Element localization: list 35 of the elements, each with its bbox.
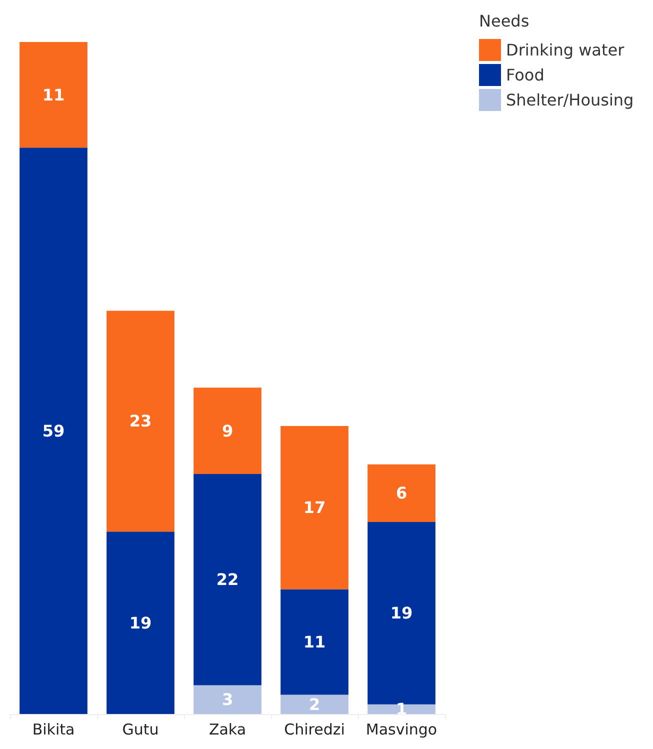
bar — [106, 310, 174, 532]
data-label: 6 — [396, 484, 408, 503]
data-label: 23 — [129, 412, 152, 431]
legend-label: Food — [506, 66, 544, 84]
data-label: 11 — [303, 632, 326, 652]
data-label: 19 — [390, 604, 413, 623]
data-label: 11 — [42, 85, 65, 104]
data-label: 9 — [222, 421, 234, 440]
legend-title: Needs — [479, 12, 530, 30]
data-label: 1 — [396, 700, 408, 719]
data-label: 59 — [42, 421, 65, 440]
bar — [280, 589, 348, 695]
bar — [194, 685, 262, 714]
x-tick-label: Gutu — [122, 720, 159, 738]
data-label: 22 — [216, 570, 239, 590]
bar — [280, 426, 348, 590]
bar — [368, 464, 436, 522]
bar — [20, 148, 88, 714]
bar — [20, 42, 88, 148]
bar — [194, 388, 262, 474]
data-label: 2 — [308, 694, 320, 714]
legend-label: Shelter/Housing — [506, 90, 634, 110]
x-tick-label: Zaka — [208, 720, 246, 738]
data-label: 3 — [222, 690, 234, 710]
bar — [280, 694, 348, 714]
data-label: 17 — [303, 498, 326, 518]
x-tick-label: Masvingo — [366, 720, 438, 738]
bar — [194, 474, 262, 686]
x-tick-label: Bikita — [32, 720, 75, 738]
bar — [106, 532, 174, 714]
data-label: 19 — [129, 613, 152, 632]
x-tick-label: Chiredzi — [284, 720, 345, 738]
bar — [368, 704, 436, 714]
bar — [368, 522, 436, 704]
legend-label: Drinking water — [506, 40, 625, 60]
